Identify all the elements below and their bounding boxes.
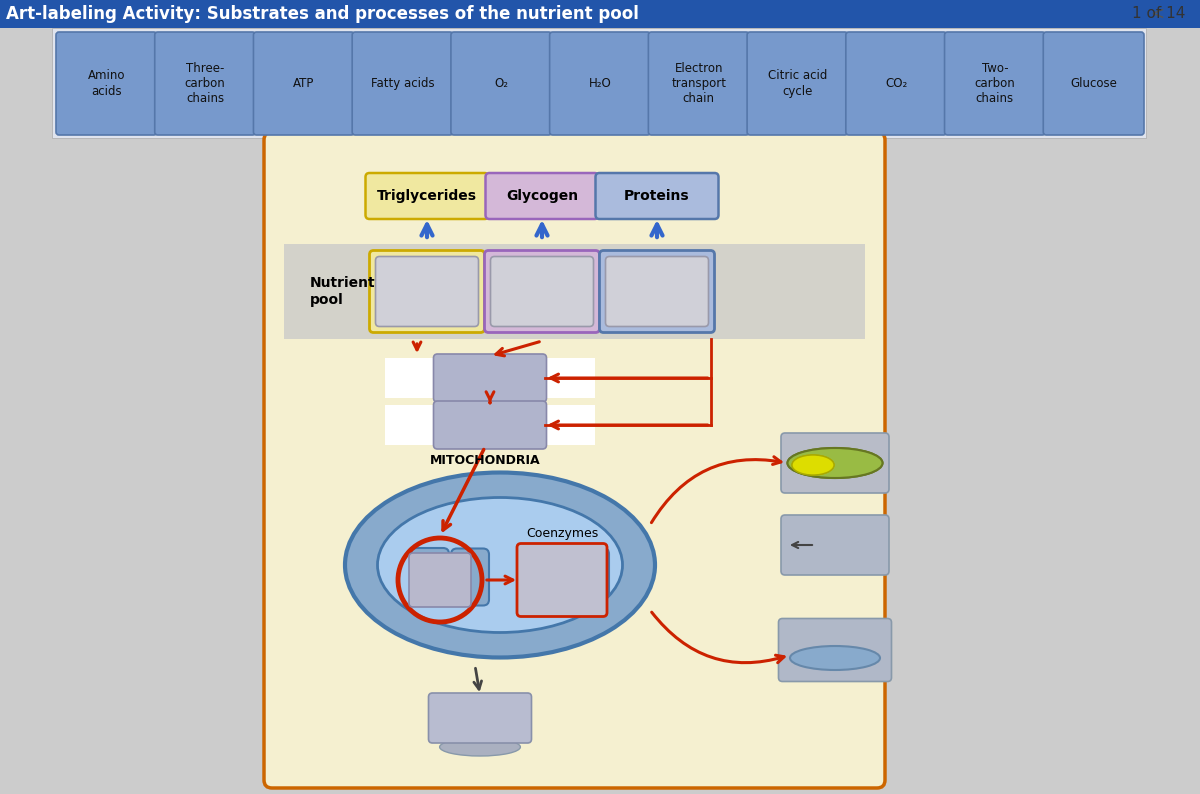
FancyBboxPatch shape: [428, 693, 532, 743]
FancyBboxPatch shape: [370, 250, 485, 333]
Text: 1 of 14: 1 of 14: [1132, 6, 1186, 21]
FancyBboxPatch shape: [0, 0, 1200, 28]
FancyBboxPatch shape: [781, 433, 889, 493]
FancyBboxPatch shape: [491, 256, 594, 326]
Text: Citric acid
cycle: Citric acid cycle: [768, 69, 827, 98]
FancyBboxPatch shape: [486, 173, 599, 219]
FancyBboxPatch shape: [536, 548, 574, 602]
FancyBboxPatch shape: [284, 244, 865, 339]
Ellipse shape: [787, 448, 882, 478]
Text: Glucose: Glucose: [1070, 77, 1117, 90]
FancyBboxPatch shape: [409, 553, 470, 607]
Text: CO₂: CO₂: [886, 77, 907, 90]
FancyBboxPatch shape: [52, 28, 1146, 138]
Ellipse shape: [787, 448, 882, 478]
FancyBboxPatch shape: [779, 619, 892, 681]
FancyBboxPatch shape: [433, 401, 546, 449]
Text: Coenzymes: Coenzymes: [526, 527, 598, 541]
FancyBboxPatch shape: [781, 515, 889, 575]
FancyBboxPatch shape: [451, 32, 552, 135]
FancyBboxPatch shape: [410, 548, 449, 602]
Text: Electron
transport
chain: Electron transport chain: [671, 61, 726, 106]
FancyBboxPatch shape: [846, 32, 947, 135]
Ellipse shape: [792, 455, 834, 475]
FancyBboxPatch shape: [595, 173, 719, 219]
FancyBboxPatch shape: [517, 544, 607, 616]
FancyBboxPatch shape: [155, 32, 256, 135]
Text: Fatty acids: Fatty acids: [371, 77, 434, 90]
Ellipse shape: [439, 738, 521, 756]
Text: MITOCHONDRIA: MITOCHONDRIA: [430, 453, 540, 467]
Text: Two-
carbon
chains: Two- carbon chains: [974, 61, 1015, 106]
Text: O₂: O₂: [494, 77, 509, 90]
Text: Proteins: Proteins: [624, 189, 690, 203]
FancyBboxPatch shape: [748, 32, 848, 135]
FancyBboxPatch shape: [944, 32, 1045, 135]
FancyBboxPatch shape: [648, 32, 749, 135]
FancyBboxPatch shape: [352, 32, 452, 135]
Text: ATP: ATP: [293, 77, 314, 90]
FancyBboxPatch shape: [366, 173, 488, 219]
Text: Triglycerides: Triglycerides: [377, 189, 478, 203]
FancyBboxPatch shape: [264, 132, 886, 788]
FancyBboxPatch shape: [451, 549, 490, 606]
Ellipse shape: [792, 455, 834, 475]
Text: Art-labeling Activity: Substrates and processes of the nutrient pool: Art-labeling Activity: Substrates and pr…: [6, 5, 638, 23]
FancyBboxPatch shape: [385, 405, 595, 445]
FancyBboxPatch shape: [550, 32, 650, 135]
FancyBboxPatch shape: [485, 250, 600, 333]
Text: <: <: [1150, 5, 1164, 23]
Ellipse shape: [790, 646, 880, 670]
Text: Three-
carbon
chains: Three- carbon chains: [185, 61, 226, 106]
FancyBboxPatch shape: [606, 256, 708, 326]
FancyBboxPatch shape: [600, 250, 714, 333]
FancyBboxPatch shape: [376, 256, 479, 326]
Text: Amino
acids: Amino acids: [88, 69, 125, 98]
FancyBboxPatch shape: [571, 548, 610, 598]
FancyBboxPatch shape: [253, 32, 354, 135]
Text: Nutrient
pool: Nutrient pool: [310, 276, 376, 306]
Ellipse shape: [378, 498, 623, 633]
Text: Glycogen: Glycogen: [506, 189, 578, 203]
FancyBboxPatch shape: [433, 354, 546, 402]
FancyBboxPatch shape: [385, 358, 595, 398]
FancyBboxPatch shape: [1043, 32, 1144, 135]
Ellipse shape: [346, 472, 655, 657]
FancyBboxPatch shape: [56, 32, 157, 135]
Text: H₂O: H₂O: [589, 77, 611, 90]
